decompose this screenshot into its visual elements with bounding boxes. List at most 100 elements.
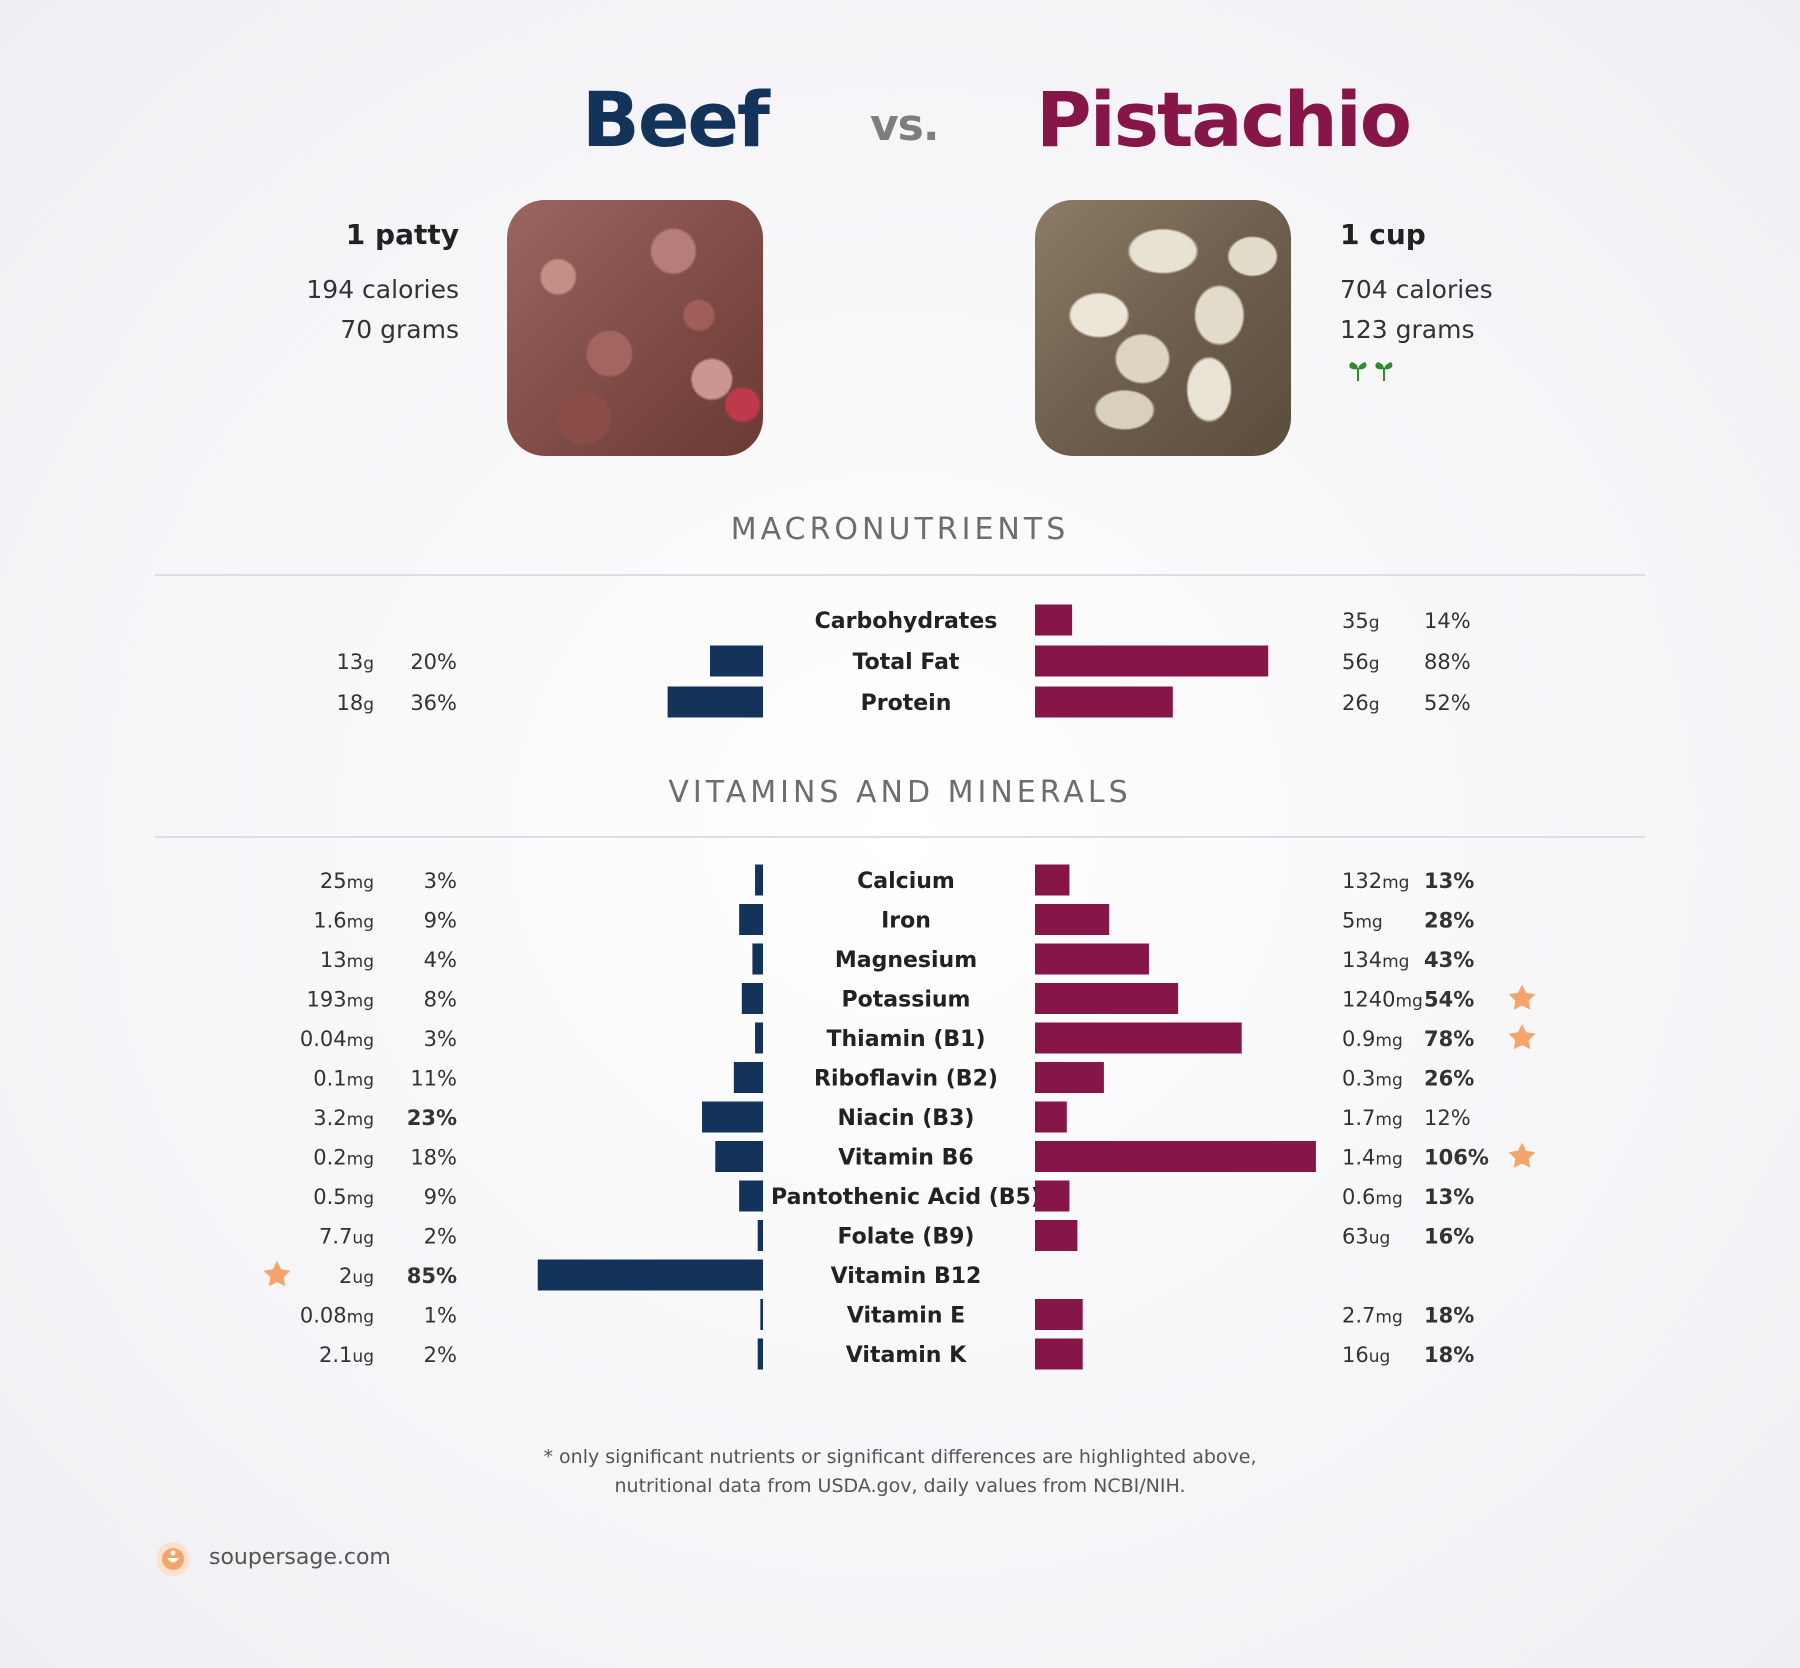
- food-a-bar: [715, 1141, 763, 1172]
- food-a-percent: 85%: [407, 1264, 457, 1288]
- footnote-line2: nutritional data from USDA.gov, daily va…: [614, 1475, 1186, 1497]
- food-b-bar: [1035, 943, 1149, 975]
- food-b-grams: 123 grams: [1340, 315, 1475, 344]
- sprout-icon: [1349, 362, 1393, 381]
- nutrient-row: Protein 18g 36% 26g 52%: [336, 686, 1471, 718]
- food-a-amount: 1.6mg: [313, 909, 374, 933]
- food-b-amount: 5mg: [1342, 909, 1383, 933]
- food-b-bar: [1035, 1101, 1067, 1133]
- food-b-amount: 35g: [1342, 609, 1380, 633]
- food-a-amount: 3.2mg: [313, 1106, 374, 1130]
- food-a-percent: 3%: [424, 869, 457, 893]
- food-a-amount: 7.7ug: [319, 1225, 374, 1249]
- food-a-bar: [757, 1338, 763, 1370]
- food-a-amount: 2ug: [339, 1264, 374, 1288]
- food-a-bar: [702, 1101, 763, 1133]
- food-a-percent: 18%: [410, 1146, 457, 1170]
- food-b-bar: [1035, 604, 1073, 636]
- nutrient-row: Vitamin B12 2ug 85%: [263, 1259, 981, 1291]
- food-b-percent: 18%: [1424, 1343, 1474, 1367]
- food-b-percent: 16%: [1424, 1225, 1474, 1249]
- nutrient-label: Magnesium: [835, 948, 977, 973]
- food-a-grams: 70 grams: [340, 315, 459, 344]
- food-b-percent: 43%: [1424, 948, 1474, 972]
- nutrient-label: Iron: [881, 909, 931, 934]
- food-b-serving: 1 cup: [1340, 218, 1426, 251]
- nutrient-row: Vitamin B6 0.2mg 18% 1.4mg 106%: [313, 1141, 1536, 1172]
- nutrient-label: Riboflavin (B2): [814, 1067, 998, 1092]
- food-a-amount: 2.1ug: [319, 1343, 374, 1367]
- food-a-amount: 13mg: [320, 948, 374, 972]
- star-icon: [263, 1261, 291, 1287]
- footnote-line1: * only significant nutrients or signific…: [543, 1446, 1257, 1468]
- food-a-bar: [757, 1220, 763, 1251]
- food-b-percent: 13%: [1424, 1185, 1474, 1209]
- food-a-percent: 8%: [424, 988, 457, 1012]
- nutrient-row: Thiamin (B1) 0.04mg 3% 0.9mg 78%: [300, 1022, 1536, 1054]
- nutrient-row: Carbohydrates 35g 14%: [815, 604, 1471, 636]
- food-a-bar: [739, 904, 763, 935]
- food-b-bar: [1035, 1338, 1083, 1370]
- nutrient-row: Total Fat 13g 20% 56g 88%: [336, 645, 1471, 677]
- food-a-bar: [739, 1180, 763, 1212]
- food-b-percent: 12%: [1424, 1106, 1471, 1130]
- food-b-bar: [1035, 1220, 1078, 1251]
- food-b-title: Pistachio: [1036, 75, 1412, 164]
- star-icon: [1508, 984, 1536, 1010]
- food-a-amount: 0.5mg: [313, 1185, 374, 1209]
- food-a-title: Beef: [581, 75, 770, 164]
- food-a-percent: 4%: [424, 948, 457, 972]
- food-b-amount: 132mg: [1342, 869, 1409, 893]
- nutrient-label: Vitamin E: [847, 1304, 965, 1329]
- food-a-bar: [755, 1022, 763, 1054]
- food-a-amount: 0.1mg: [313, 1067, 374, 1091]
- food-b-bar: [1035, 904, 1110, 935]
- nutrient-row: Pantothenic Acid (B5) 0.5mg 9% 0.6mg 13%: [313, 1180, 1474, 1212]
- food-a-bar: [760, 1299, 763, 1330]
- star-icon: [1508, 1024, 1536, 1050]
- food-b-amount: 2.7mg: [1342, 1304, 1403, 1328]
- food-a-amount: 25mg: [320, 869, 374, 893]
- food-a-bar: [752, 943, 763, 975]
- food-b-bar: [1035, 1141, 1316, 1172]
- nutrient-row: Calcium 25mg 3% 132mg 13%: [320, 864, 1474, 896]
- food-b-percent: 28%: [1424, 909, 1474, 933]
- food-b-bar: [1035, 645, 1269, 677]
- pistachio-photo: [1035, 200, 1291, 456]
- soupersage-logo-icon[interactable]: [155, 1541, 191, 1577]
- food-a-amount: 0.04mg: [300, 1027, 374, 1051]
- footer-site-link[interactable]: soupersage.com: [209, 1545, 391, 1570]
- beef-photo: [507, 200, 763, 456]
- food-b-percent: 54%: [1424, 988, 1474, 1012]
- food-a-percent: 36%: [410, 691, 457, 715]
- nutrient-label: Niacin (B3): [838, 1106, 975, 1131]
- food-a-percent: 9%: [424, 909, 457, 933]
- food-b-bar: [1035, 983, 1179, 1014]
- food-a-percent: 1%: [424, 1304, 457, 1328]
- nutrient-label: Vitamin K: [846, 1343, 967, 1368]
- food-a-amount: 193mg: [307, 988, 374, 1012]
- food-b-percent: 18%: [1424, 1304, 1474, 1328]
- food-a-calories: 194 calories: [306, 275, 459, 304]
- food-a-amount: 0.2mg: [313, 1146, 374, 1170]
- food-b-percent: 88%: [1424, 650, 1471, 674]
- food-b-amount: 1.7mg: [1342, 1106, 1403, 1130]
- nutrient-row: Vitamin K 2.1ug 2% 16ug 18%: [319, 1338, 1474, 1370]
- food-b-amount: 134mg: [1342, 948, 1409, 972]
- food-b-bar: [1035, 1062, 1104, 1093]
- food-b-amount: 0.6mg: [1342, 1185, 1403, 1209]
- food-a-serving: 1 patty: [345, 218, 459, 251]
- food-b-percent: 106%: [1424, 1146, 1489, 1170]
- food-a-percent: 2%: [424, 1343, 457, 1367]
- food-a-percent: 20%: [410, 650, 457, 674]
- nutrient-label: Pantothenic Acid (B5): [771, 1185, 1041, 1210]
- food-b-percent: 13%: [1424, 869, 1474, 893]
- food-b-percent: 52%: [1424, 691, 1471, 715]
- food-b-calories: 704 calories: [1340, 275, 1493, 304]
- nutrient-label: Potassium: [842, 988, 971, 1013]
- food-a-amount: 13g: [336, 650, 374, 674]
- food-b-amount: 26g: [1342, 691, 1380, 715]
- nutrient-row: Riboflavin (B2) 0.1mg 11% 0.3mg 26%: [313, 1062, 1474, 1093]
- food-a-bar: [710, 645, 763, 677]
- food-a-percent: 9%: [424, 1185, 457, 1209]
